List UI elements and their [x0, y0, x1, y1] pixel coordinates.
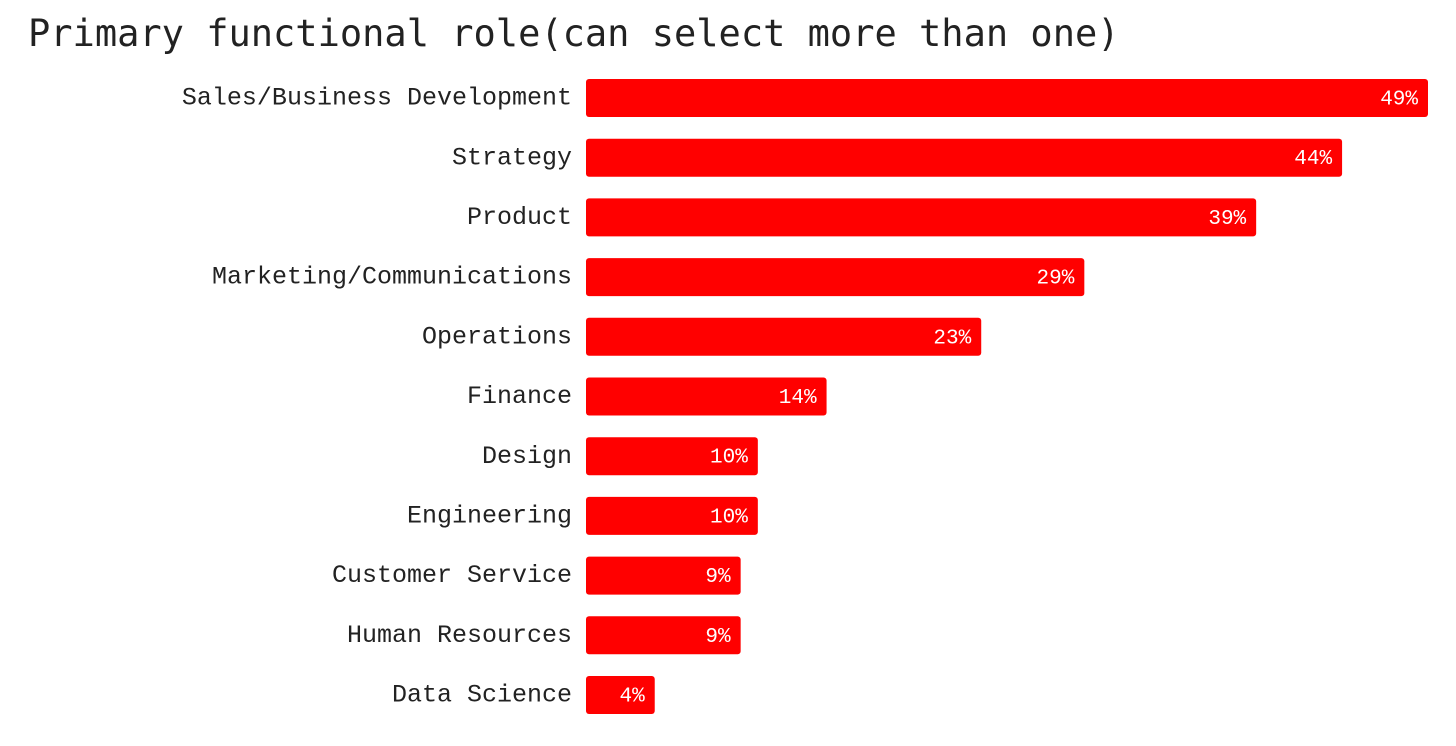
bar [586, 258, 1085, 297]
category-label: Product [467, 203, 572, 232]
category-label: Sales/Business Development [182, 84, 572, 113]
value-label: 39% [1208, 208, 1246, 231]
bar-row: Sales/Business Development 49% [182, 79, 1428, 117]
category-label: Marketing/Communications [212, 263, 572, 292]
bar-row: Engineering 10% [407, 496, 758, 535]
bar-row: Operations 23% [422, 317, 982, 356]
bars-group: Sales/Business Development 49% Strategy 44%… [182, 79, 1428, 714]
category-label: Operations [422, 322, 572, 351]
value-label: 10% [710, 447, 748, 470]
bar-row: Design 10% [482, 437, 758, 476]
bar [586, 437, 758, 476]
bar [586, 616, 741, 655]
value-label: 9% [705, 566, 731, 589]
category-label: Data Science [392, 681, 572, 710]
bar-row: Human Resources 9% [347, 616, 741, 655]
chart-title: Primary functional role(can select more … [28, 12, 1120, 55]
category-label: Design [482, 442, 572, 471]
category-label: Human Resources [347, 621, 572, 650]
value-label: 10% [710, 506, 748, 529]
bar [586, 676, 655, 714]
bar [586, 138, 1343, 177]
value-label: 49% [1380, 89, 1418, 112]
bar [586, 496, 758, 535]
category-label: Customer Service [332, 561, 572, 590]
bar [586, 317, 982, 356]
bar-row: Data Science 4% [392, 676, 655, 714]
value-label: 4% [620, 686, 646, 709]
value-label: 9% [705, 626, 731, 649]
bar [586, 377, 827, 416]
value-label: 44% [1294, 148, 1332, 171]
bar [586, 556, 741, 595]
bar [586, 79, 1428, 117]
bar-row: Product 39% [467, 198, 1257, 237]
bar-row: Customer Service 9% [332, 556, 741, 595]
bar [586, 198, 1257, 237]
bar-row: Finance 14% [467, 377, 827, 416]
value-label: 14% [779, 387, 817, 410]
category-label: Strategy [452, 143, 572, 172]
category-label: Engineering [407, 502, 572, 531]
category-label: Finance [467, 382, 572, 411]
bar-row: Strategy 44% [452, 138, 1343, 177]
bar-row: Marketing/Communications 29% [212, 258, 1085, 297]
value-label: 23% [933, 327, 971, 350]
value-label: 29% [1037, 268, 1075, 291]
